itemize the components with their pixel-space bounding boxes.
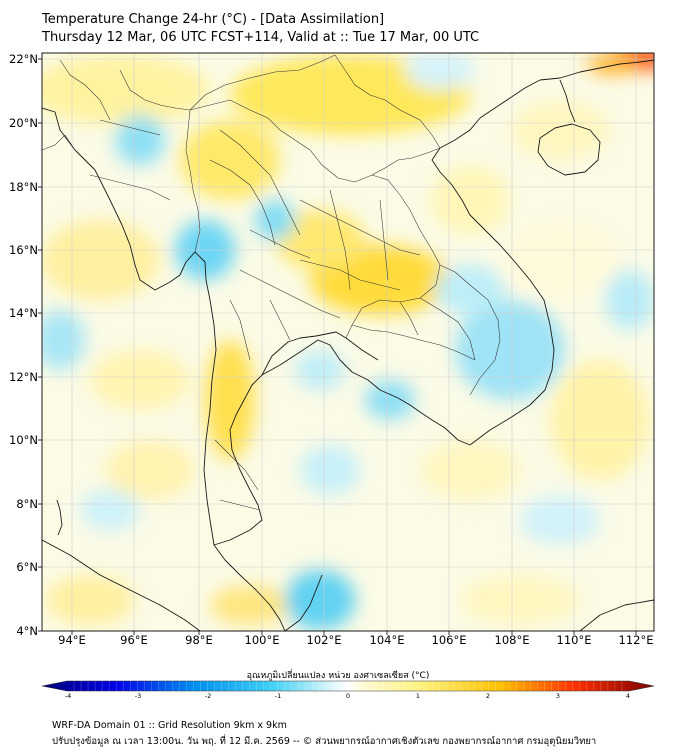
lon-label-104e: 104°E	[369, 633, 405, 647]
lon-label-106e: 106°E	[431, 633, 467, 647]
colorbar-tick: 2	[485, 692, 491, 700]
colorbar-tick: 3	[555, 692, 561, 700]
colorbar-tick: 0	[345, 692, 351, 700]
temperature-field	[42, 53, 654, 631]
lat-label-6n: 6°N	[16, 560, 38, 574]
lat-label-16n: 16°N	[9, 243, 38, 257]
lat-label-18n: 18°N	[9, 180, 38, 194]
map-title: Temperature Change 24-hr (°C) - [Data As…	[42, 12, 385, 27]
colorbar-tick: -3	[134, 692, 142, 700]
footer-model-info: WRF-DA Domain 01 :: Grid Resolution 9km …	[52, 720, 287, 731]
lat-label-20n: 20°N	[9, 116, 38, 130]
lon-label-96e: 96°E	[120, 633, 148, 647]
map-frame	[41, 52, 655, 632]
graticule	[42, 53, 654, 631]
colorbar-tick: -2	[204, 692, 212, 700]
axis-ticks	[38, 58, 637, 635]
coastlines	[42, 59, 654, 631]
lon-label-112e: 112°E	[618, 633, 654, 647]
lat-label-12n: 12°N	[9, 370, 38, 384]
borders	[42, 54, 501, 511]
lat-label-10n: 10°N	[9, 433, 38, 447]
colorbar-tick: -1	[274, 692, 282, 700]
colorbar-label: อุณหภูมิเปลี่ยนแปลง หน่วย องศาเซลเซียส (…	[246, 671, 430, 681]
lon-label-100e: 100°E	[244, 633, 280, 647]
colorbar-tick: -4	[64, 692, 72, 700]
lat-label-8n: 8°N	[16, 497, 38, 511]
lon-label-102e: 102°E	[306, 633, 342, 647]
lon-label-110e: 110°E	[556, 633, 592, 647]
lat-label-22n: 22°N	[9, 52, 38, 66]
lat-label-4n: 4°N	[16, 624, 38, 638]
lon-label-108e: 108°E	[494, 633, 530, 647]
map-subtitle: Thursday 12 Mar, 06 UTC FCST+114, Valid …	[42, 30, 480, 45]
lat-label-14n: 14°N	[9, 306, 38, 320]
colorbar-tick: 1	[415, 692, 421, 700]
colorbar-tick: 4	[625, 692, 631, 700]
footer-credit: ปรับปรุงข้อมูล ณ เวลา 13:00น. วัน พฤ. ที…	[52, 736, 597, 747]
lon-label-98e: 98°E	[185, 633, 213, 647]
lon-label-94e: 94°E	[58, 633, 86, 647]
colorbar	[41, 680, 655, 692]
